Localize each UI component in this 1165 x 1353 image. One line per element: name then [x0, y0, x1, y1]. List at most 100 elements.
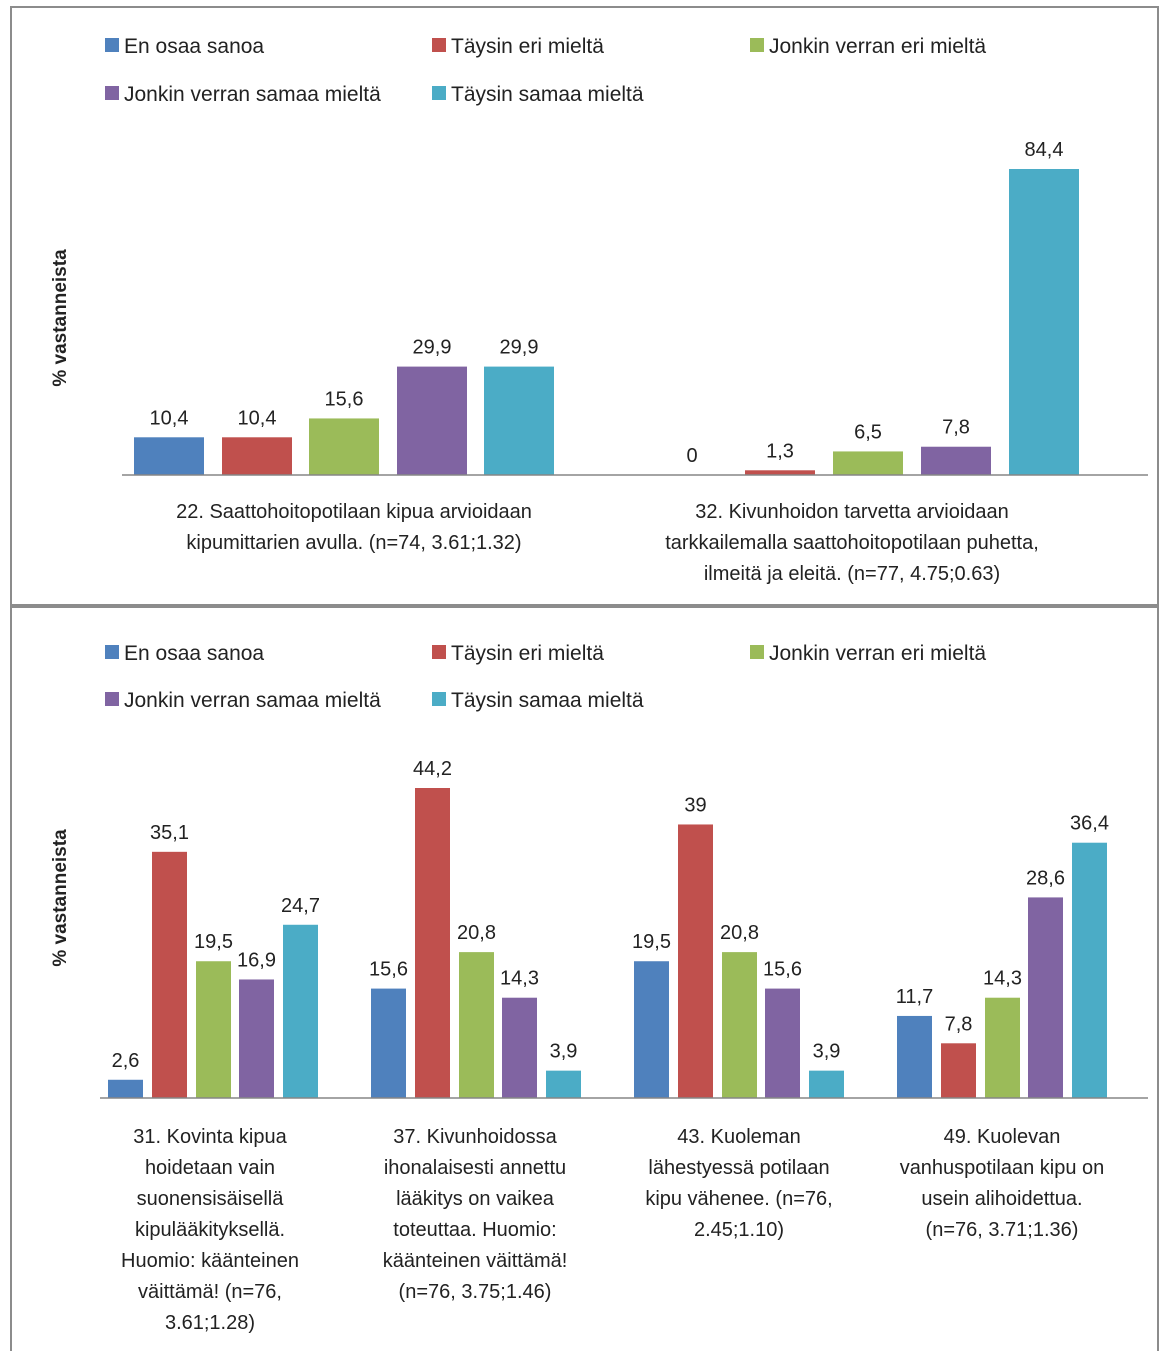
- category-label: tarkkailemalla saattohoitopotilaan puhet…: [665, 532, 1039, 554]
- legend-entry: Täysin eri mieltä: [451, 642, 604, 665]
- data-label: 44,2: [413, 758, 452, 780]
- bar: [484, 366, 554, 475]
- data-label: 84,4: [1025, 139, 1064, 161]
- data-label: 36,4: [1070, 813, 1109, 835]
- data-label: 15,6: [763, 959, 802, 981]
- category-label: käänteinen väittämä!: [383, 1250, 568, 1272]
- category-label: lähestyessä potilaan: [648, 1157, 829, 1179]
- bar: [283, 924, 318, 1098]
- data-label: 19,5: [194, 931, 233, 953]
- bar: [765, 988, 800, 1098]
- y-axis-label: % vastanneista: [50, 249, 71, 387]
- category-label: 32. Kivunhoidon tarvetta arvioidaan: [695, 501, 1009, 523]
- category-label: lääkitys on vaikea: [396, 1188, 555, 1210]
- data-label: 14,3: [983, 968, 1022, 990]
- bar: [502, 997, 537, 1098]
- legend-swatch: [750, 38, 764, 52]
- legend-entry: Jonkin verran samaa mieltä: [124, 83, 381, 106]
- data-label: 15,6: [325, 388, 364, 410]
- category-label: Huomio: käänteinen: [121, 1250, 299, 1272]
- legend-swatch: [750, 645, 764, 659]
- data-label: 11,7: [896, 986, 933, 1008]
- data-label: 16,9: [237, 949, 276, 971]
- bar: [546, 1070, 581, 1098]
- bar: [809, 1070, 844, 1098]
- data-label: 28,6: [1026, 867, 1065, 889]
- category-label: vanhuspotilaan kipu on: [900, 1157, 1105, 1179]
- data-label: 7,8: [945, 1013, 973, 1035]
- bar: [309, 418, 379, 475]
- legend-swatch: [105, 38, 119, 52]
- bar: [722, 952, 757, 1098]
- category-label: (n=76, 3.71;1.36): [926, 1219, 1079, 1241]
- category-label: usein alihoidettua.: [921, 1188, 1082, 1210]
- bar: [1072, 842, 1107, 1098]
- legend-entry: Jonkin verran eri mieltä: [769, 35, 986, 58]
- bar: [897, 1015, 932, 1098]
- category-label: kipumittarien avulla. (n=74, 3.61;1.32): [186, 532, 521, 554]
- category-label: 43. Kuoleman: [677, 1126, 800, 1148]
- y-axis-label: % vastanneista: [50, 829, 71, 967]
- category-label: 22. Saattohoitopotilaan kipua arvioidaan: [176, 501, 532, 523]
- legend-swatch: [105, 645, 119, 659]
- data-label: 10,4: [238, 407, 277, 429]
- category-label: suonensisäisellä: [137, 1188, 285, 1210]
- legend-entry: Täysin samaa mieltä: [451, 689, 644, 712]
- data-label: 6,5: [854, 421, 882, 443]
- category-label: ilmeitä ja eleitä. (n=77, 4.75;0.63): [704, 563, 1000, 585]
- bar: [415, 788, 450, 1098]
- bar: [634, 961, 669, 1098]
- bar: [196, 961, 231, 1098]
- category-label: 37. Kivunhoidossa: [393, 1126, 557, 1148]
- bar: [134, 437, 204, 475]
- data-label: 15,6: [369, 959, 408, 981]
- data-label: 20,8: [720, 922, 759, 944]
- bar: [678, 824, 713, 1098]
- legend-swatch: [105, 86, 119, 100]
- category-label: 2.45;1.10): [694, 1219, 784, 1241]
- data-label: 2,6: [112, 1050, 140, 1072]
- data-label: 20,8: [457, 922, 496, 944]
- bar: [1028, 897, 1063, 1098]
- bar: [152, 851, 187, 1098]
- legend-entry: En osaa sanoa: [124, 642, 264, 665]
- category-label: (n=76, 3.75;1.46): [399, 1281, 552, 1303]
- category-label: 31. Kovinta kipua: [133, 1126, 287, 1148]
- legend-swatch: [432, 645, 446, 659]
- category-label: kipu vähenee. (n=76,: [645, 1188, 832, 1210]
- bar: [371, 988, 406, 1098]
- legend-swatch: [432, 692, 446, 706]
- data-label: 10,4: [150, 407, 189, 429]
- bar: [985, 997, 1020, 1098]
- bar: [397, 366, 467, 475]
- bar: [239, 979, 274, 1098]
- legend-entry: En osaa sanoa: [124, 35, 264, 58]
- bar: [222, 437, 292, 475]
- legend-entry: Täysin samaa mieltä: [451, 83, 644, 106]
- data-label: 1,3: [766, 440, 794, 462]
- bar: [833, 451, 903, 475]
- data-label: 14,3: [500, 968, 539, 990]
- bar: [921, 446, 991, 475]
- bar-chart-top: En osaa sanoa Täysin eri mieltä Jonkin ver…: [50, 35, 1148, 585]
- legend-entry: Täysin eri mieltä: [451, 35, 604, 58]
- category-label: ihonalaisesti annettu: [384, 1157, 566, 1179]
- data-label: 39: [684, 794, 706, 816]
- chart-panel-bottom: En osaa sanoa Täysin eri mieltä Jonkin ver…: [10, 606, 1159, 1351]
- bar: [1009, 169, 1079, 475]
- legend-swatch: [432, 86, 446, 100]
- legend-entry: Jonkin verran eri mieltä: [769, 642, 986, 665]
- bar: [459, 952, 494, 1098]
- legend-swatch: [432, 38, 446, 52]
- category-label: väittämä! (n=76,: [138, 1281, 282, 1303]
- category-label: hoidetaan vain: [145, 1157, 275, 1179]
- data-label: 19,5: [632, 931, 671, 953]
- bar: [108, 1079, 143, 1098]
- legend-entry: Jonkin verran samaa mieltä: [124, 689, 381, 712]
- category-label: kipulääkityksellä.: [135, 1219, 285, 1241]
- data-label: 24,7: [281, 895, 320, 917]
- chart-panel-top: En osaa sanoa Täysin eri mieltä Jonkin ver…: [10, 6, 1159, 606]
- bar: [745, 470, 815, 475]
- legend-swatch: [105, 692, 119, 706]
- data-label: 35,1: [150, 822, 189, 844]
